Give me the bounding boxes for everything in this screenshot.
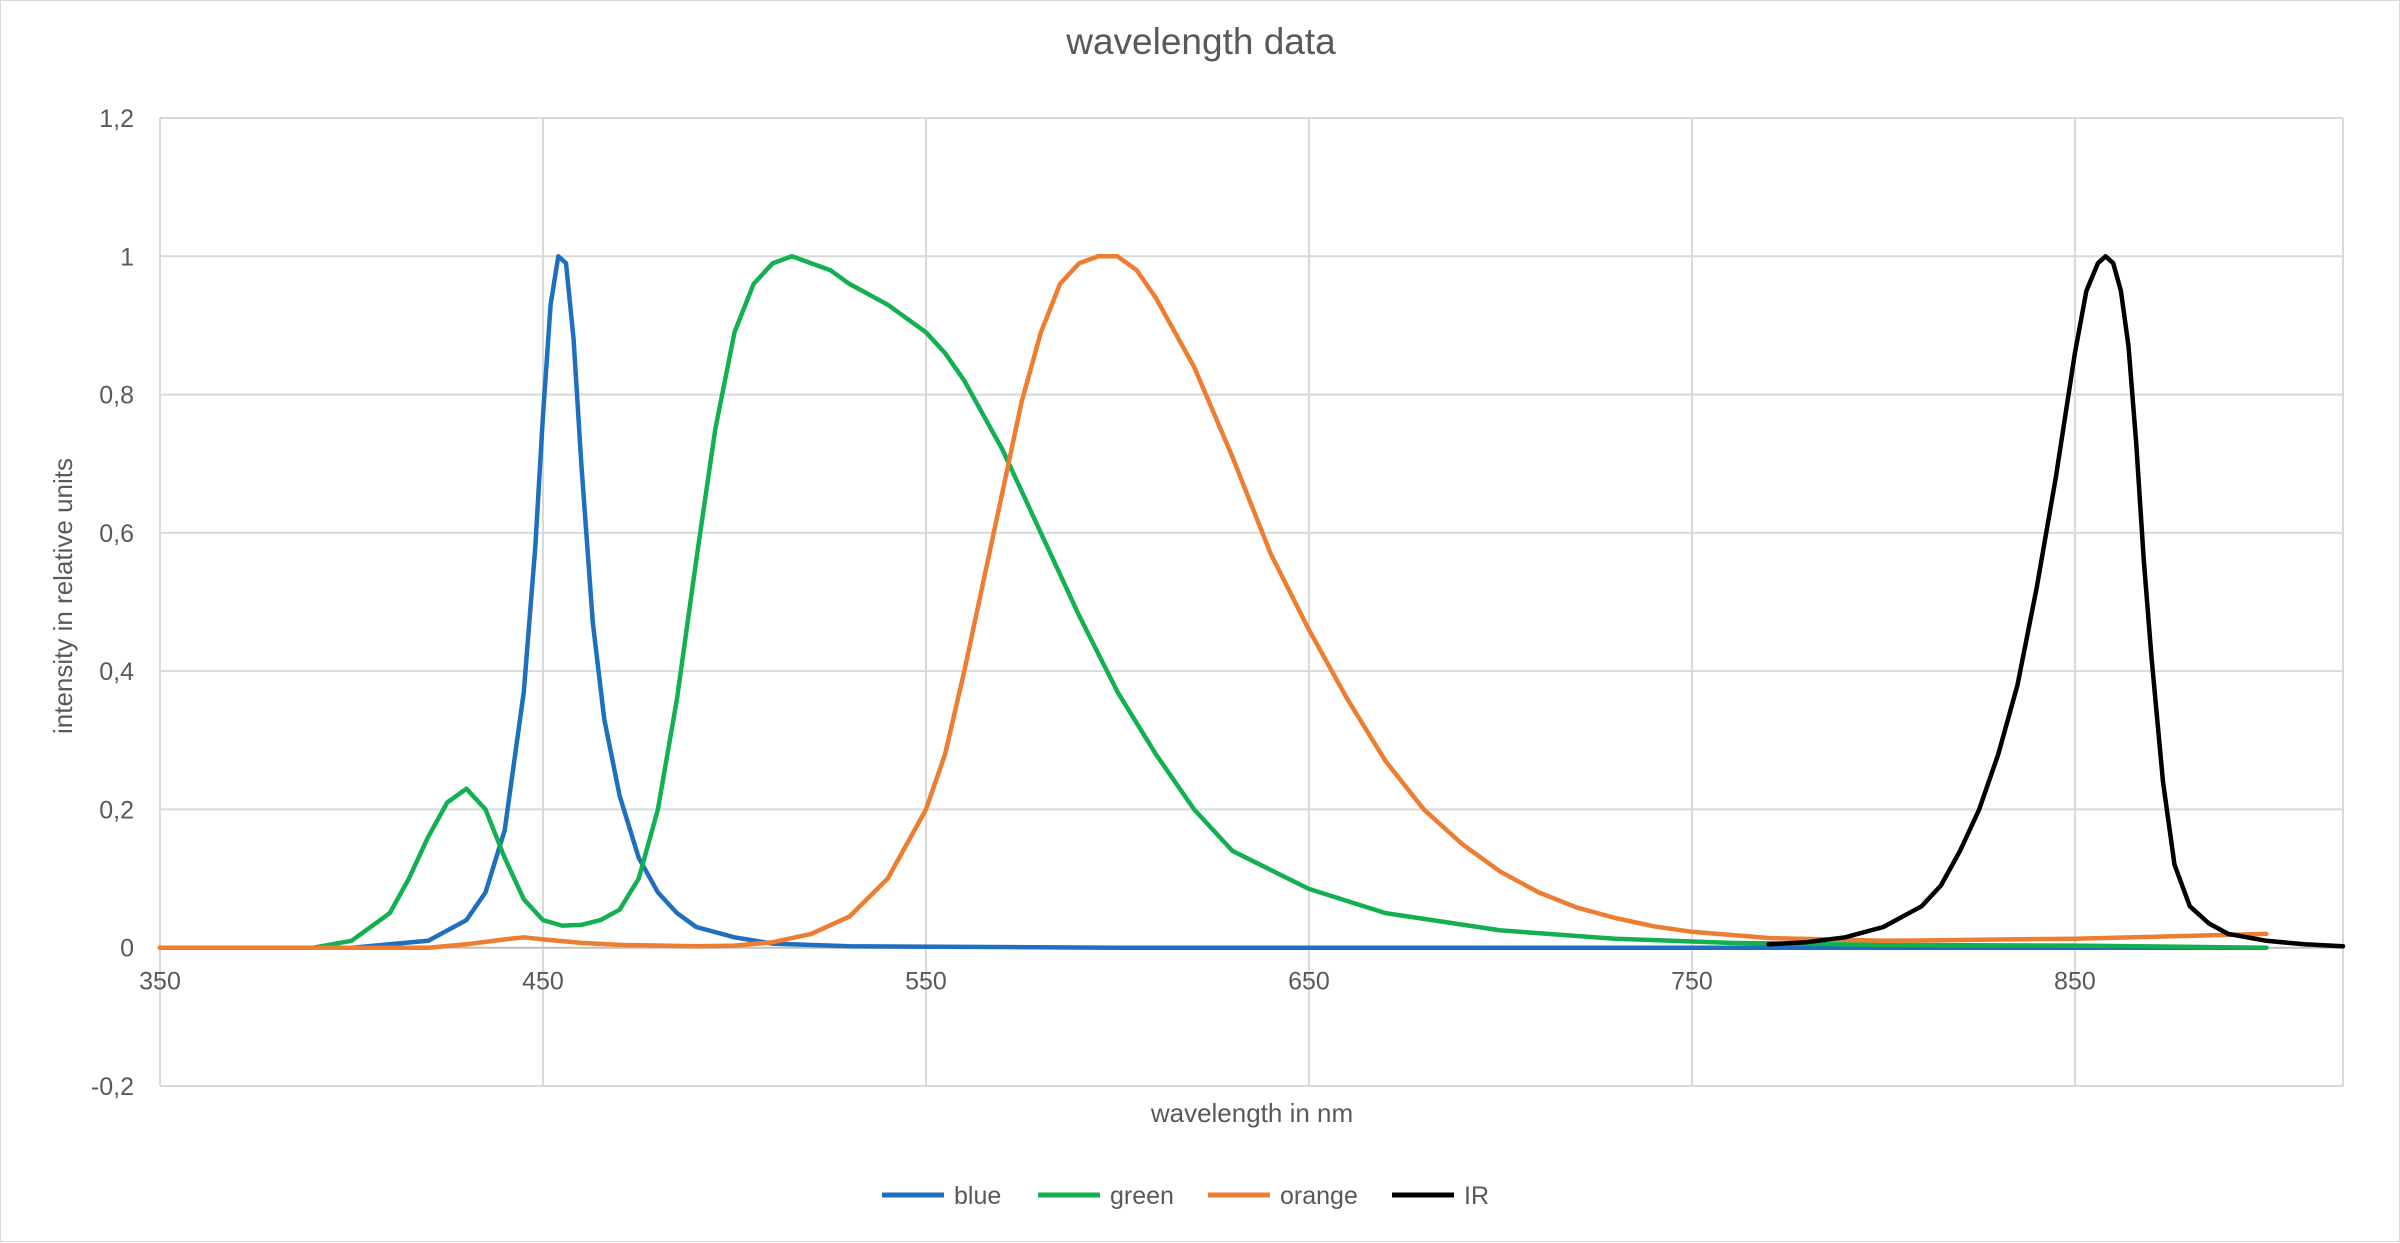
y-tick-label: 0	[120, 935, 134, 963]
x-tick-label: 450	[522, 968, 564, 996]
x-tick-label: 350	[139, 968, 181, 996]
y-tick-label: 1	[120, 243, 134, 271]
series-line-blue	[157, 254, 2269, 950]
y-tick-label: 0,6	[99, 520, 134, 548]
x-tick-label: 550	[905, 968, 947, 996]
series-line-orange	[157, 254, 2269, 950]
y-tick-label: 1,2	[99, 105, 134, 133]
series-line-ir	[1766, 254, 2346, 949]
chart-title: wavelength data	[1065, 21, 1336, 62]
y-tick-label: -0,2	[91, 1073, 134, 1101]
x-tick-label: 750	[1671, 968, 1713, 996]
legend: blue green orange IR	[882, 1182, 1489, 1210]
legend-label-green: green	[1110, 1182, 1174, 1210]
y-tick-label: 0,4	[99, 658, 134, 686]
y-tick-label: 0,8	[99, 382, 134, 410]
plot-area	[157, 254, 2346, 950]
x-tick-label: 650	[1288, 968, 1330, 996]
x-axis-title: wavelength in nm	[1150, 1098, 1353, 1128]
x-tick-label: 850	[2054, 968, 2096, 996]
axes: -0,2 0 0,2 0,4 0,6 0,8 1 1,2 350 450 550 650 750 850	[91, 105, 2343, 1101]
legend-label-blue: blue	[954, 1182, 1001, 1210]
y-axis-title: intensity in relative units	[48, 458, 78, 734]
legend-label-orange: orange	[1280, 1182, 1358, 1210]
y-tick-label: 0,2	[99, 796, 134, 824]
legend-label-ir: IR	[1464, 1182, 1489, 1210]
series-line-green	[157, 254, 2269, 950]
